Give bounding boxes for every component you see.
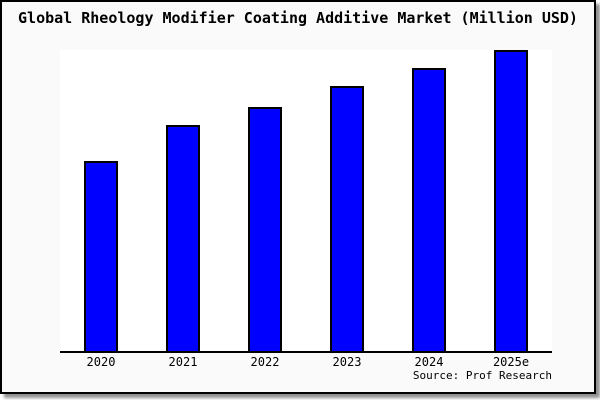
source-text: Source: Prof Research [412,369,552,382]
bar-slot-2020 [60,50,142,351]
x-tick-2021: 2021 [168,355,198,369]
bar-slot-2022 [224,50,306,351]
bar-slot-2024 [388,50,470,351]
bar-2022 [248,107,282,351]
bar-2020 [84,161,118,351]
chart-title: Global Rheology Modifier Coating Additiv… [18,9,578,27]
x-tick-2022: 2022 [250,355,280,369]
bar-2025e [494,50,528,351]
bar-slot-2025e [470,50,552,351]
bar-2024 [412,68,446,351]
plot-area [60,50,552,353]
bar-slot-2021 [142,50,224,351]
bar-2021 [166,125,200,351]
bar-2023 [330,86,364,351]
bars-container [60,50,552,351]
chart-card: Global Rheology Modifier Coating Additiv… [0,0,596,394]
x-tick-2020: 2020 [86,355,116,369]
x-tick-2023: 2023 [332,355,362,369]
x-tick-2024: 2024 [414,355,444,369]
x-tick-2025e: 2025e [492,355,530,369]
bar-slot-2023 [306,50,388,351]
x-axis-labels: 2020 2021 2022 2023 2024 2025e [60,355,552,369]
